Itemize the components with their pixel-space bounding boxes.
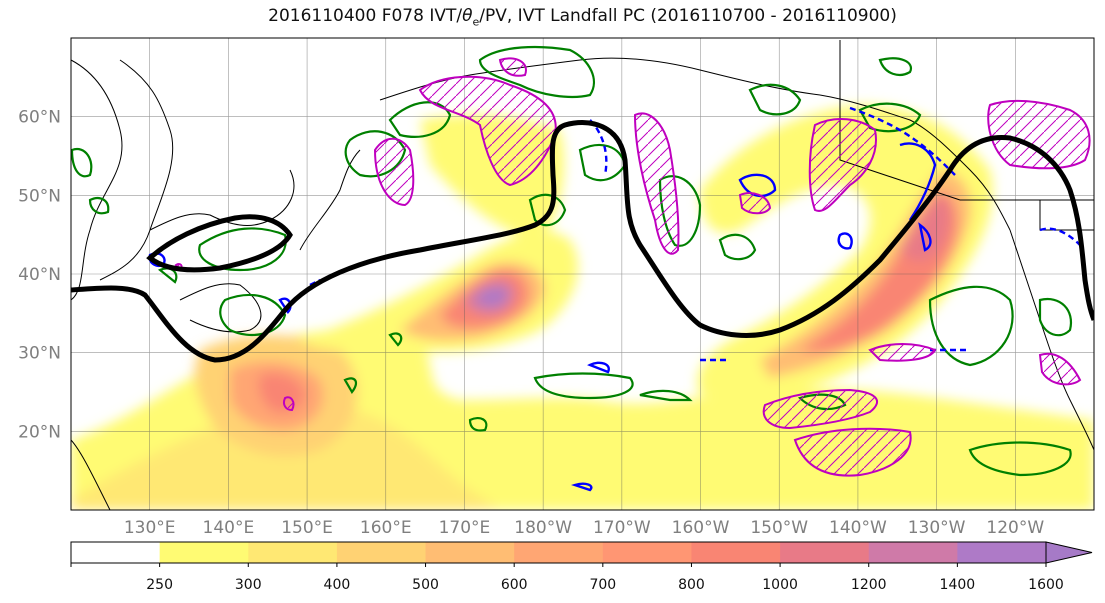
lon-tick-label: 160°E — [360, 518, 412, 538]
colorbar-segment — [336, 542, 427, 563]
lon-tick-label: 130°W — [908, 518, 966, 538]
lon-tick-label: 180°W — [514, 518, 572, 538]
colorbar-segment — [71, 542, 161, 563]
colorbar-tick-label: 400 — [324, 577, 351, 593]
lon-tick-label: 170°E — [439, 518, 491, 538]
lat-tick-label: 20°N — [18, 422, 61, 442]
colorbar-segment — [691, 542, 781, 563]
lon-tick-label: 150°W — [750, 518, 808, 538]
colorbar-segment — [780, 542, 870, 563]
colorbar-tick-label: 1000 — [762, 577, 798, 593]
colorbar-labels: 250 300 400 500 600 700 800 1000 1200 1400 1600 — [70, 563, 1064, 593]
map-frame — [70, 37, 1095, 511]
colorbar-tick-label: 300 — [235, 577, 262, 593]
colorbar-tick-label: 1600 — [1028, 577, 1064, 593]
lat-tick-label: 30°N — [18, 344, 61, 364]
colorbar-tick-label: 1400 — [940, 577, 976, 593]
lon-tick-label: 160°W — [672, 518, 730, 538]
lon-tick-label: 170°W — [593, 518, 651, 538]
colorbar-segment — [957, 542, 1047, 563]
colorbar-frame — [70, 541, 1047, 564]
pv-contours — [71, 45, 1073, 477]
lat-tick-label: 40°N — [18, 265, 61, 285]
colorbar-segment — [868, 542, 958, 563]
lon-tick-label: 130°E — [124, 518, 176, 538]
ivt-landfall-contour — [71, 120, 1094, 363]
longitude-labels: 130°E 140°E 150°E 160°E 170°E 180°W 170°W 160°W… — [124, 518, 1045, 538]
hatched-regions — [174, 57, 1091, 477]
lon-tick-label: 150°E — [281, 518, 333, 538]
colorbar-tick-label: 700 — [589, 577, 616, 593]
colorbar-tick-label: 1200 — [851, 577, 887, 593]
colorbar-segment — [159, 542, 249, 563]
colorbar — [70, 541, 1093, 564]
colorbar-tick-label: 800 — [678, 577, 705, 593]
lon-tick-label: 120°W — [986, 518, 1044, 538]
lon-tick-label: 140°W — [829, 518, 887, 538]
colorbar-tick-label: 500 — [412, 577, 439, 593]
colorbar-segment — [602, 542, 692, 563]
colorbar-segment — [514, 542, 604, 563]
latitude-labels: 20°N 30°N 40°N 50°N 60°N — [18, 108, 61, 443]
colorbar-segment — [425, 542, 515, 563]
lat-tick-label: 50°N — [18, 186, 61, 206]
lat-tick-label: 60°N — [18, 108, 61, 128]
lon-tick-label: 140°E — [203, 518, 255, 538]
colorbar-extend-arrow — [1045, 541, 1093, 564]
colorbar-tick-label: 600 — [501, 577, 528, 593]
figure-title: 2016110400 F078 IVT/θe/PV, IVT Landfall … — [268, 6, 897, 29]
colorbar-tick-label: 250 — [146, 577, 173, 593]
colorbar-segment — [248, 542, 338, 563]
